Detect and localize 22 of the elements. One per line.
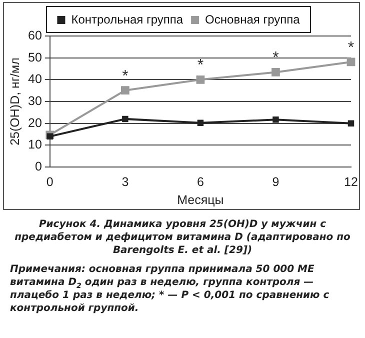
y-tick-label: 0 xyxy=(34,159,42,174)
annotation: * xyxy=(122,68,128,85)
x-tick-label: 12 xyxy=(344,174,358,189)
y-tick-label: 50 xyxy=(28,50,42,64)
y-tick-label: 30 xyxy=(28,94,42,108)
legend-label: Основная группа xyxy=(205,12,300,26)
y-tick-label: 10 xyxy=(28,138,42,152)
text: Рисунок 4. Динамика уровня 25(OH)D у мужчин с предиабетом и дефицитом витамина D (адаптировано по Barengolts E. et al. [29]) xyxy=(14,218,352,257)
text: Примечания: основная группа принимала 50 000 МЕ витамина D$_{2}$ один раз в неделю, группа контроля — плацебо 1 раз в неделю; * — P < 0,001 по сравнению с контрольной группой. xyxy=(10,263,330,315)
y-axis-title: 25(OH)D, нг/мл xyxy=(8,58,22,146)
x-tick-label: 6 xyxy=(196,174,204,189)
x-tick-label: 0 xyxy=(46,174,54,189)
legend-label: Контрольная группа xyxy=(71,12,184,26)
annotation: * xyxy=(272,50,279,67)
annotation: * xyxy=(197,57,204,74)
y-tick-label: 20 xyxy=(28,116,42,130)
x-axis-title: Месяцы xyxy=(177,192,224,207)
annotation: * xyxy=(348,39,354,56)
x-tick-label: 9 xyxy=(272,174,280,189)
y-tick-label: 40 xyxy=(28,72,42,86)
y-tick-label: 60 xyxy=(28,28,42,42)
x-tick-label: 3 xyxy=(122,174,129,189)
